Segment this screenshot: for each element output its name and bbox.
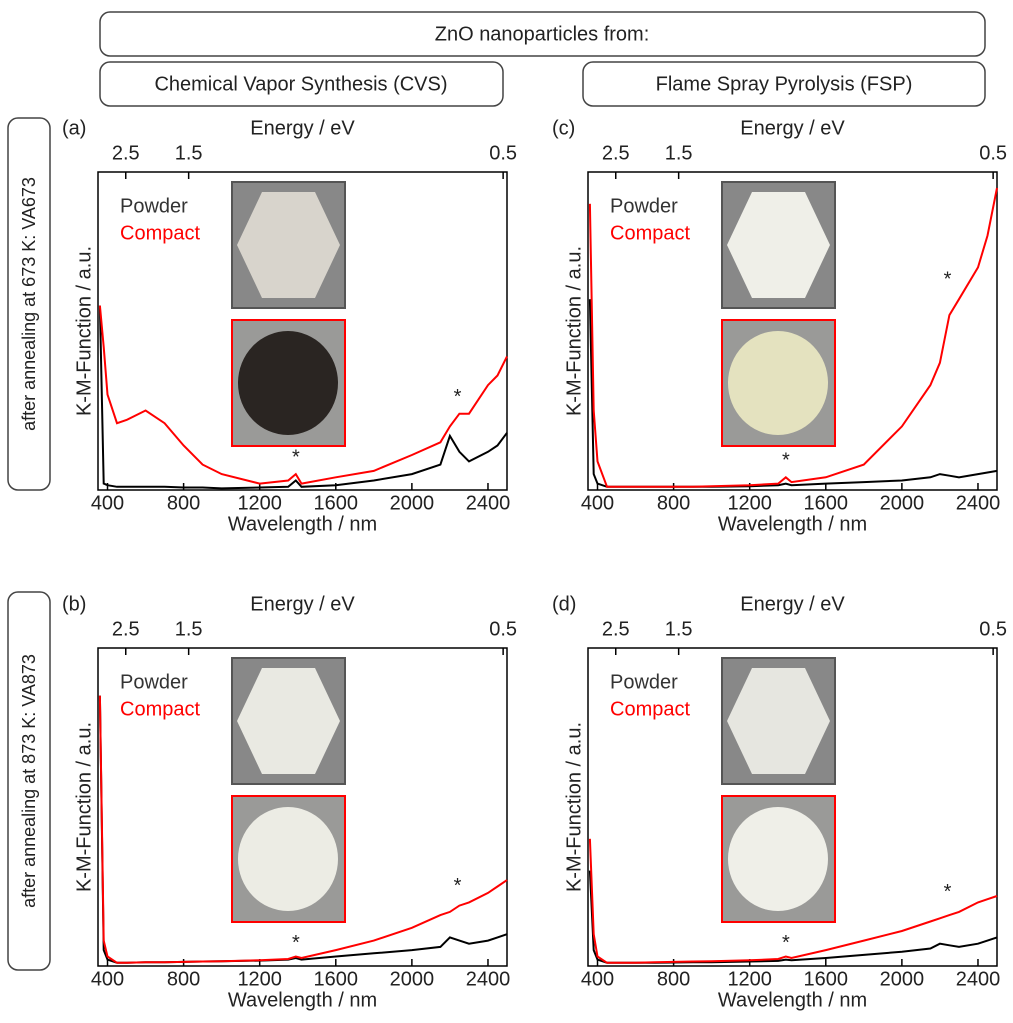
series-line [98,305,508,490]
x2-tick-label: 0.5 [489,142,517,164]
panel-label: (c) [552,117,575,139]
x-tick-label: 400 [581,968,614,990]
x-tick-label: 800 [657,492,690,514]
x-tick-label: 1200 [237,968,282,990]
x-axis-title: Wavelength / nm [718,989,867,1011]
x2-tick-label: 0.5 [979,618,1007,640]
column-title: Chemical Vapor Synthesis (CVS) [154,73,447,95]
x-tick-label: 1600 [314,968,359,990]
annotation: * [782,450,790,472]
x-tick-label: 400 [91,492,124,514]
photo-sample [237,668,340,774]
x-tick-label: 2000 [390,492,435,514]
x-tick-label: 2000 [880,968,925,990]
legend-entry: Powder [610,195,678,217]
x-axis-title: Wavelength / nm [718,513,867,535]
x-axis-title: Wavelength / nm [228,513,377,535]
photo-sample [238,807,338,911]
x2-tick-label: 2.5 [112,142,140,164]
x2-axis-title: Energy / eV [740,593,845,615]
column-box [582,61,986,107]
x2-axis-title: Energy / eV [250,117,355,139]
photo-sample [728,807,828,911]
x-tick-label: 2000 [390,968,435,990]
x-tick-label: 1600 [804,968,849,990]
panel-label: (a) [62,117,86,139]
x-tick-label: 1200 [727,492,772,514]
plot-frame [97,171,508,491]
photo-sample [727,668,830,774]
plot-frame [587,171,998,491]
annotation: * [454,386,462,408]
legend-entry: Powder [120,195,188,217]
x-tick-label: 1600 [804,492,849,514]
x-tick-label: 1200 [727,968,772,990]
photo-sample [727,192,830,298]
x2-tick-label: 1.5 [665,142,693,164]
x-tick-label: 2400 [956,968,1001,990]
x-tick-label: 800 [167,968,200,990]
x2-tick-label: 2.5 [602,142,630,164]
x-tick-label: 2400 [466,492,511,514]
x2-tick-label: 0.5 [489,618,517,640]
x2-tick-label: 2.5 [602,618,630,640]
photo-sample [238,331,338,435]
x-tick-label: 800 [167,492,200,514]
row-title: after annealing at 673 K: VA673 [19,177,39,431]
column-title: Flame Spray Pyrolysis (FSP) [656,73,913,95]
series-line [588,187,998,488]
x-axis-title: Wavelength / nm [228,989,377,1011]
row-title: after annealing at 873 K: VA873 [19,654,39,908]
photo-sample [237,192,340,298]
photo-sample [728,331,828,435]
series-line [98,695,508,964]
y-axis-title: K-M-Function / a.u. [563,722,585,892]
x2-axis-title: Energy / eV [740,117,845,139]
x2-tick-label: 0.5 [979,142,1007,164]
annotation: * [944,268,952,290]
y-axis-title: K-M-Function / a.u. [73,246,95,416]
x-tick-label: 2400 [466,968,511,990]
x-tick-label: 1200 [237,492,282,514]
column-box [99,61,504,107]
y-axis-title: K-M-Function / a.u. [73,722,95,892]
annotation: * [292,932,300,954]
x2-tick-label: 1.5 [175,618,203,640]
plot-frame [97,647,508,967]
panel-label: (b) [62,593,86,615]
x-tick-label: 2000 [880,492,925,514]
annotation: * [944,881,952,903]
annotation: * [454,875,462,897]
x-tick-label: 1600 [314,492,359,514]
plot-frame [587,647,998,967]
series-line [588,838,998,964]
legend-entry: Compact [610,222,690,244]
x2-tick-label: 2.5 [112,618,140,640]
annotation: * [292,446,300,468]
x-tick-label: 400 [91,968,124,990]
x2-tick-label: 1.5 [175,142,203,164]
y-axis-title: K-M-Function / a.u. [563,246,585,416]
legend-entry: Compact [120,698,200,720]
legend-entry: Compact [610,698,690,720]
header-title: ZnO nanoparticles from: [435,23,650,45]
x-tick-label: 2400 [956,492,1001,514]
row-box [7,591,51,971]
legend-entry: Powder [610,671,678,693]
x-tick-label: 400 [581,492,614,514]
x2-tick-label: 1.5 [665,618,693,640]
legend-entry: Powder [120,671,188,693]
legend-entry: Compact [120,222,200,244]
header-box [99,11,986,57]
panel-label: (d) [552,593,576,615]
row-box [7,117,51,491]
series-line [98,305,508,485]
annotation: * [782,932,790,954]
x2-axis-title: Energy / eV [250,593,355,615]
x-tick-label: 800 [657,968,690,990]
